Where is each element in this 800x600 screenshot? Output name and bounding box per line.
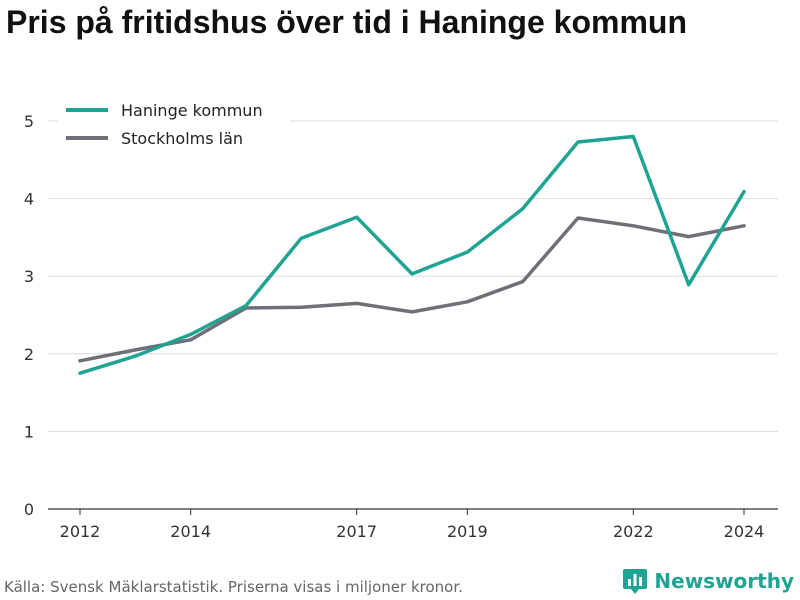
x-tick-label: 2019 (447, 522, 488, 541)
series-line-stockholms-l-n (78, 216, 746, 363)
x-tick-label: 2022 (613, 522, 654, 541)
series-lines (78, 134, 746, 375)
brand-logo: Newsworthy (622, 568, 794, 594)
source-note: Källa: Svensk Mäklarstatistik. Priserna … (4, 578, 463, 596)
legend-label: Haninge kommun (121, 101, 263, 120)
y-axis-ticks: 0 1 2 3 4 5 (24, 112, 34, 519)
x-tick-label: 2012 (60, 522, 101, 541)
y-tick-label: 2 (24, 345, 34, 364)
y-tick-label: 4 (24, 190, 34, 209)
y-tick-label: 3 (24, 267, 34, 286)
brand-name: Newsworthy (654, 569, 794, 593)
chart-title: Pris på fritidshus över tid i Haninge ko… (6, 4, 687, 40)
legend-background (58, 94, 290, 154)
x-tick-label: 2017 (336, 522, 377, 541)
series-line-haninge-kommun (78, 134, 746, 375)
x-axis-ticks: 2012 2014 2017 2019 2022 2024 (60, 509, 765, 541)
gridlines (48, 120, 778, 432)
y-tick-label: 1 (24, 422, 34, 441)
legend-label: Stockholms län (121, 129, 243, 148)
x-tick-label: 2014 (170, 522, 211, 541)
x-tick-label: 2024 (724, 522, 765, 541)
y-tick-label: 5 (24, 112, 34, 131)
legend: Haninge kommun Stockholms län (58, 94, 290, 154)
newsworthy-icon (623, 569, 648, 594)
y-tick-label: 0 (24, 500, 34, 519)
